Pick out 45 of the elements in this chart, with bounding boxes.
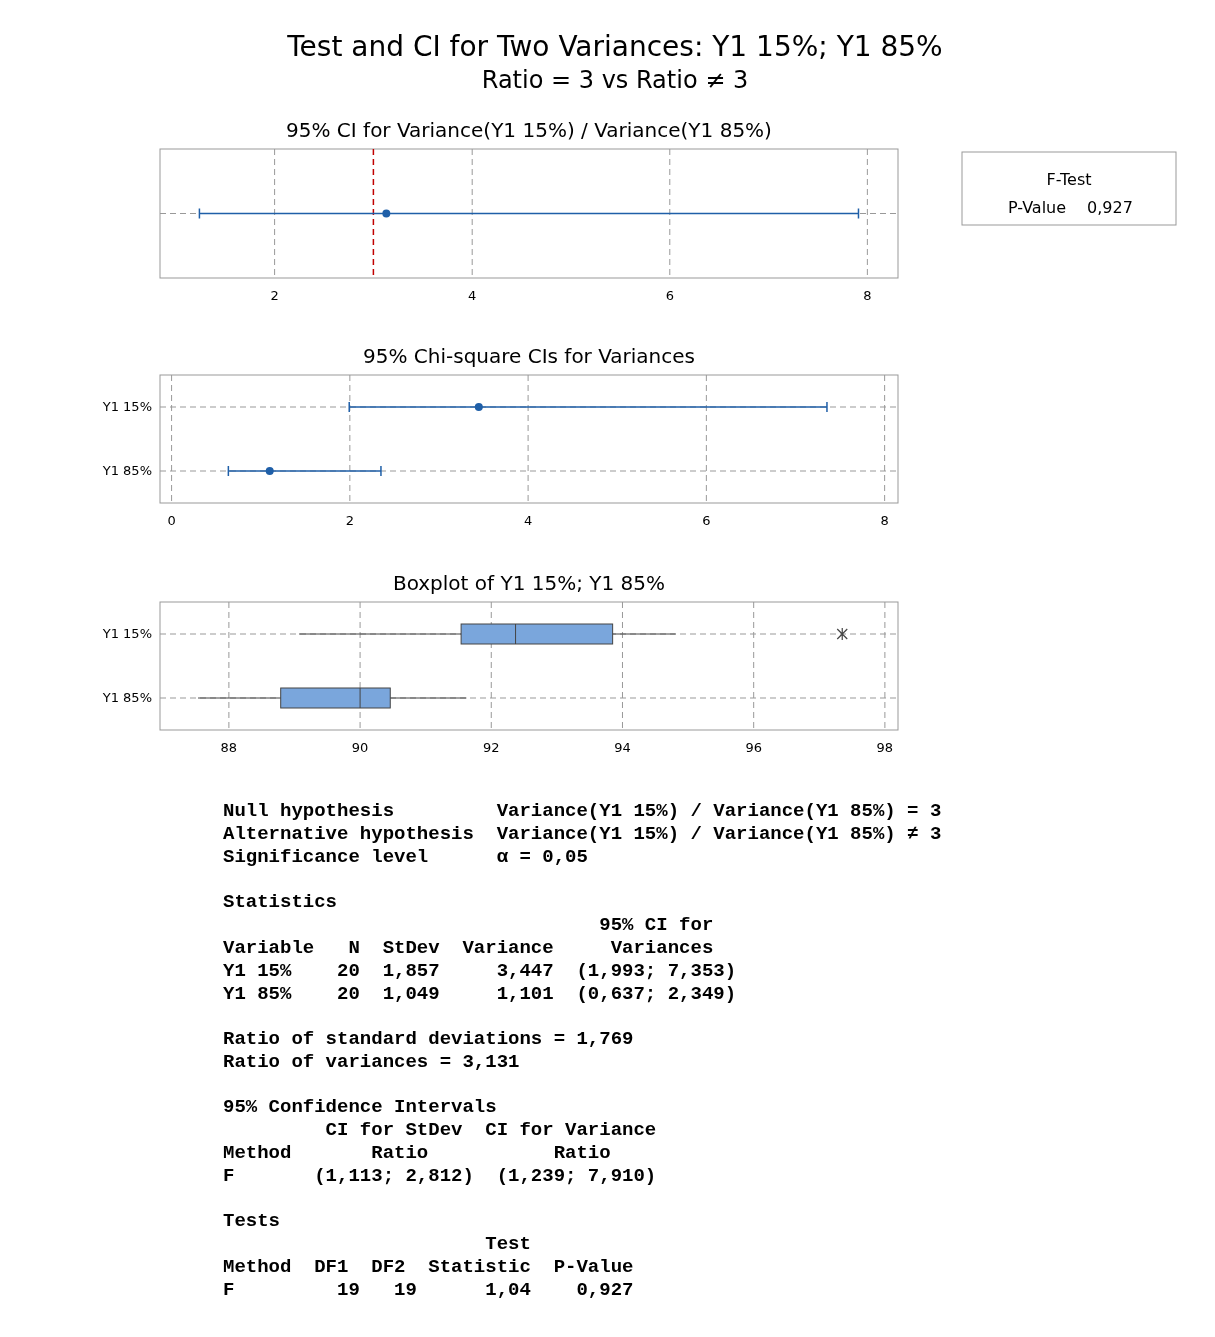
text: 95% Confidence Intervals — [223, 1096, 497, 1118]
y-tick-label: Y1 85% — [101, 463, 152, 478]
text: P-Value — [1008, 198, 1067, 217]
chart-title: 95% Chi-square CIs for Variances — [362, 344, 696, 368]
x-tick-label: 0 — [167, 513, 176, 528]
text: F (1,113; 2,812) (1,239; 7,910) — [223, 1165, 657, 1187]
text: Y1 85% 20 1,049 1,101 (0,637; 2,349) — [223, 983, 737, 1005]
text: Method Ratio Ratio — [223, 1142, 611, 1164]
x-tick-label: 8 — [863, 288, 872, 303]
text: Significance level α = 0,05 — [223, 846, 588, 868]
text: Null hypothesis Variance(Y1 15%) / Variance(Y1 85%) = 3 — [223, 800, 942, 822]
x-tick-label: 94 — [614, 740, 631, 755]
x-tick-label: 90 — [351, 740, 369, 755]
text: F 19 19 1,04 0,927 — [223, 1279, 634, 1301]
text: Method DF1 DF2 Statistic P-Value — [223, 1256, 634, 1278]
x-tick-label: 92 — [483, 740, 500, 755]
text: CI for StDev CI for Variance — [223, 1119, 657, 1141]
x-tick-label: 96 — [745, 740, 762, 755]
x-tick-label: 98 — [876, 740, 894, 755]
x-tick-label: 2 — [345, 513, 354, 528]
text: 95% CI for — [223, 914, 714, 936]
chart-title: 95% CI for Variance(Y1 15%) / Variance(Y1 85%) — [286, 118, 772, 142]
text: Statistics — [223, 891, 338, 913]
chart-title: Boxplot of Y1 15%; Y1 85% — [392, 571, 666, 595]
text: Test and CI for Two Variances: Y1 15%; Y1 85% — [286, 30, 943, 63]
y-tick-label: Y1 15% — [101, 626, 152, 641]
text: Ratio = 3 vs Ratio ≠ 3 — [481, 66, 749, 94]
x-tick-label: 6 — [702, 513, 711, 528]
x-tick-label: 4 — [523, 513, 533, 528]
text: Ratio of standard deviations = 1,769 — [223, 1028, 634, 1050]
text: Variable N StDev Variance Variances — [223, 937, 714, 959]
text: Alternative hypothesis Variance(Y1 15%) / Variance(Y1 85%) ≠ 3 — [223, 823, 942, 845]
text: Test — [223, 1233, 531, 1255]
text: F-Test — [1046, 170, 1092, 189]
x-tick-label: 4 — [468, 288, 477, 303]
y-tick-label: Y1 15% — [101, 399, 152, 414]
x-tick-label: 6 — [665, 288, 674, 303]
y-tick-label: Y1 85% — [101, 690, 152, 705]
x-tick-label: 8 — [880, 513, 889, 528]
text: Ratio of variances = 3,131 — [223, 1051, 520, 1073]
x-tick-label: 2 — [270, 288, 279, 303]
text: Y1 15% 20 1,857 3,447 (1,993; 7,353) — [223, 960, 737, 982]
text: Tests — [223, 1210, 281, 1232]
x-tick-label: 88 — [220, 740, 238, 755]
text: 0,927 — [1087, 198, 1133, 217]
